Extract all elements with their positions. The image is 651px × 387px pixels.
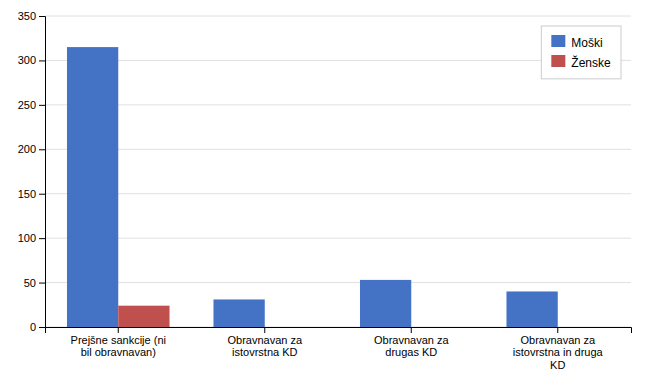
tick-label: 250	[18, 99, 36, 111]
bar	[67, 47, 118, 327]
legend-swatch	[551, 35, 565, 47]
legend-label: Ženske	[571, 55, 611, 70]
tick: 250	[18, 99, 45, 111]
y-axis: 0 50 100 150 200 250 300 350	[18, 10, 46, 333]
legend: Moški Ženske	[541, 26, 621, 79]
legend-item: Moški	[551, 35, 602, 50]
chart: 0 50 100 150 200 250 300 350 Prejšne sankcije (n…	[0, 0, 651, 387]
tick: 150	[18, 188, 45, 200]
tick-label: 50	[24, 277, 36, 289]
tick: 350	[18, 10, 45, 22]
tick: Prejšne sankcije (nibil obravnavan)	[71, 327, 166, 358]
tick-label: Obravnavan zadrugas KD	[374, 334, 449, 359]
legend-item: Ženske	[551, 55, 611, 70]
x-axis: Prejšne sankcije (nibil obravnavan) Obrav…	[46, 327, 632, 371]
legend-swatch	[551, 55, 565, 67]
tick-mark	[39, 194, 45, 195]
tick-label: 350	[18, 10, 36, 22]
tick-mark	[39, 60, 45, 61]
grid-line	[45, 149, 631, 150]
grid-line	[45, 16, 631, 17]
tick: Obravnavan zadrugas KD	[374, 327, 449, 358]
grid-line	[45, 104, 631, 105]
grid-line	[45, 193, 631, 194]
tick-label: Prejšne sankcije (nibil obravnavan)	[71, 334, 166, 359]
tick-label: 200	[18, 143, 36, 155]
tick-label: 300	[18, 54, 36, 66]
bars	[67, 47, 558, 327]
tick: 100	[18, 232, 45, 244]
grid-line	[45, 282, 631, 283]
tick: 200	[18, 143, 45, 155]
tick-label: 0	[30, 321, 36, 333]
series	[67, 47, 558, 327]
tick: Obravnavan zaistovrstna KD	[227, 327, 302, 358]
grid	[45, 16, 631, 327]
bar	[360, 280, 411, 327]
plot-area: 0 50 100 150 200 250 300 350 Prejšne sankcije (n…	[18, 10, 632, 371]
grid-line	[45, 238, 631, 239]
tick: 300	[18, 54, 45, 66]
tick-mark	[39, 105, 45, 106]
legend-label: Moški	[571, 36, 602, 50]
axis-line	[39, 17, 46, 328]
tick-label: 100	[18, 232, 36, 244]
tick-mark	[39, 149, 45, 150]
bar	[506, 291, 557, 327]
tick-label: Obravnavan zaistovrstna KD	[227, 334, 302, 359]
tick-mark	[557, 327, 558, 333]
bar	[558, 327, 609, 328]
tick: Obravnavan zaistovrstna in drugaKD	[513, 327, 604, 371]
tick-mark	[39, 283, 45, 284]
tick-label: 150	[18, 188, 36, 200]
tick-mark	[118, 327, 119, 333]
series	[118, 306, 169, 327]
legend-box	[541, 26, 621, 79]
tick-mark	[39, 238, 45, 239]
tick-mark	[39, 327, 45, 328]
tick-label: Obravnavan zaistovrstna in drugaKD	[513, 334, 604, 371]
bar	[213, 299, 264, 327]
bar	[265, 327, 316, 328]
axis-line	[46, 328, 632, 334]
tick-mark	[39, 16, 45, 17]
bar	[411, 327, 462, 328]
tick-mark	[264, 327, 265, 333]
tick: 0	[30, 321, 45, 333]
tick-mark	[411, 327, 412, 333]
tick: 50	[24, 277, 45, 289]
bar	[118, 306, 169, 327]
